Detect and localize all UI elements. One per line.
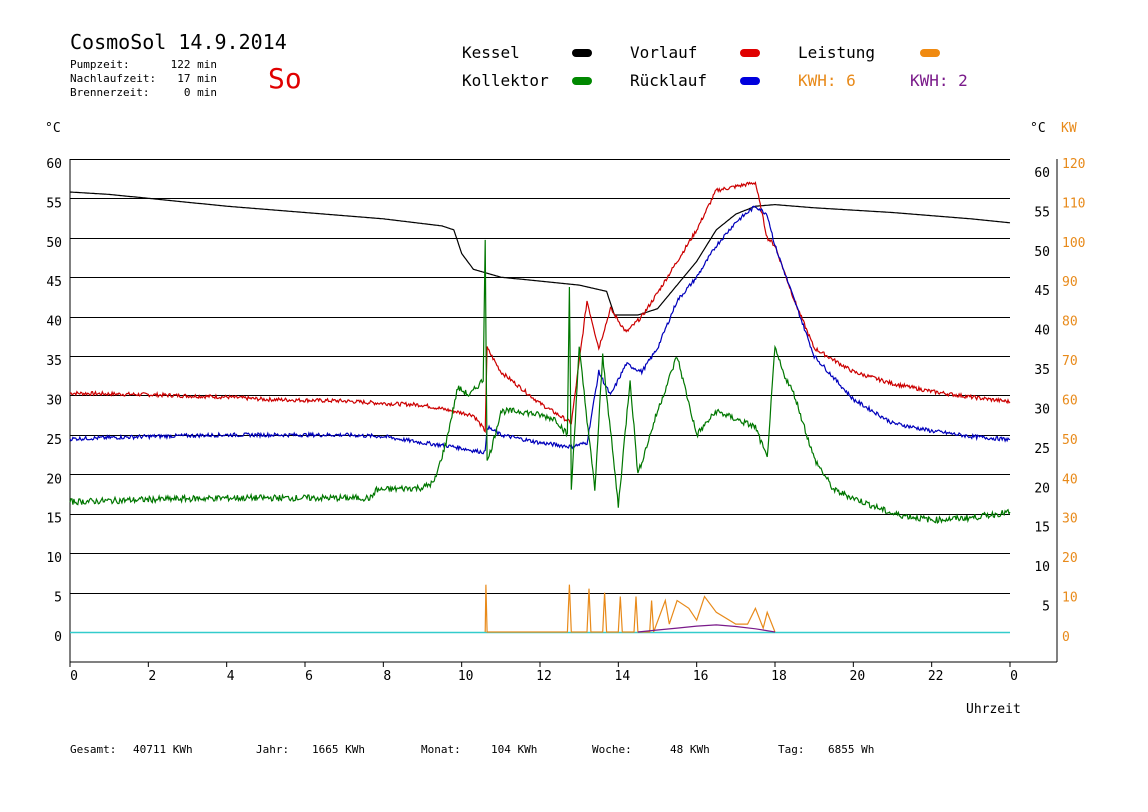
x-tick-label: 10 [458, 669, 474, 684]
y-tick-label-left: 55 [46, 196, 62, 211]
footer-woche-label: Woche: [592, 743, 632, 756]
y-tick-label-right-kw: 100 [1062, 236, 1085, 251]
series-line-ruecklauf [69, 205, 1011, 455]
y-tick-label-right-celsius: 25 [1034, 442, 1050, 457]
legend-kwh1-label: KWH: 6 [798, 71, 856, 90]
y-tick-label-left: 50 [46, 236, 62, 251]
y-tick-label-right-kw: 50 [1062, 433, 1078, 448]
x-tick-label: 20 [850, 669, 866, 684]
y-tick-label-right-kw: 60 [1062, 393, 1078, 408]
stat-nachlaufzeit-value: 17 min [177, 72, 217, 85]
legend-vorlauf-swatch [740, 49, 760, 57]
right-axis-unit-kw: KW [1061, 121, 1077, 136]
y-tick-label-right-kw: 120 [1062, 157, 1085, 172]
x-tick-label: 18 [771, 669, 787, 684]
footer-woche-value: 48 KWh [670, 743, 710, 756]
x-axis-label: Uhrzeit [966, 702, 1021, 717]
y-tick-label-right-kw: 20 [1062, 551, 1078, 566]
y-tick-label-left: 40 [46, 315, 62, 330]
x-tick-label: 12 [536, 669, 552, 684]
footer-monat-value: 104 KWh [491, 743, 538, 756]
x-tick-label: 8 [383, 669, 391, 684]
y-tick-label-left: 15 [46, 512, 62, 527]
x-tick-label: 14 [615, 669, 631, 684]
y-tick-label-left: 5 [54, 591, 62, 606]
x-tick-label: 6 [305, 669, 313, 684]
footer-monat-label: Monat: [421, 743, 461, 756]
footer-gesamt-value: 40711 KWh [133, 743, 193, 756]
y-tick-label-left: 10 [46, 551, 62, 566]
y-tick-label-right-kw: 0 [1062, 630, 1070, 645]
y-tick-label-right-kw: 30 [1062, 512, 1078, 527]
y-tick-label-right-celsius: 55 [1034, 205, 1050, 220]
y-tick-label-right-celsius: 10 [1034, 560, 1050, 575]
y-tick-label-right-kw: 70 [1062, 354, 1078, 369]
x-tick-label: 4 [227, 669, 235, 684]
legend-leistung-swatch [920, 49, 940, 57]
y-tick-label-left: 35 [46, 354, 62, 369]
y-tick-label-right-celsius: 50 [1034, 245, 1050, 260]
y-tick-label-right-kw: 90 [1062, 275, 1078, 290]
footer-tag-value: 6855 Wh [828, 743, 875, 756]
footer-gesamt-label: Gesamt: [70, 743, 117, 756]
legend-ruecklauf-swatch [740, 77, 760, 85]
series-line-leistung [484, 584, 776, 633]
series-line-kessel [69, 191, 1011, 316]
legend-kessel-label: Kessel [462, 43, 520, 62]
x-tick-label: 22 [928, 669, 944, 684]
y-tick-label-left: 25 [46, 433, 62, 448]
legend-kessel-swatch [572, 49, 592, 57]
y-tick-label-right-kw: 80 [1062, 315, 1078, 330]
y-tick-label-right-kw: 40 [1062, 472, 1078, 487]
stat-pumpzeit-label: Pumpzeit: [70, 58, 130, 71]
stat-nachlaufzeit-label: Nachlaufzeit: [70, 72, 157, 85]
y-tick-label-right-kw: 10 [1062, 591, 1078, 606]
y-tick-label-right-celsius: 60 [1034, 166, 1050, 181]
legend-ruecklauf-label: Rücklauf [630, 71, 708, 90]
x-tick-label: 0 [1010, 669, 1018, 684]
y-tick-label-right-celsius: 45 [1034, 284, 1050, 299]
x-tick-label: 16 [693, 669, 709, 684]
y-tick-label-left: 0 [54, 630, 62, 645]
footer-jahr-value: 1665 KWh [312, 743, 365, 756]
footer-jahr-label: Jahr: [256, 743, 290, 756]
stat-brennerzeit-label: Brennerzeit: [70, 86, 150, 99]
chart-title: CosmoSol 14.9.2014 [70, 30, 287, 54]
y-tick-label-left: 20 [46, 472, 62, 487]
right-axis-unit-celsius: °C [1030, 121, 1046, 136]
stat-pumpzeit-value: 122 min [170, 58, 217, 71]
legend-vorlauf-label: Vorlauf [630, 43, 698, 62]
y-tick-label-right-celsius: 40 [1034, 324, 1050, 339]
legend-leistung-label: Leistung [798, 43, 876, 62]
y-tick-label-left: 60 [46, 157, 62, 172]
y-tick-label-right-celsius: 5 [1042, 600, 1050, 615]
y-tick-label-left: 45 [46, 275, 62, 290]
left-axis-unit: °C [45, 121, 61, 136]
legend-kwh2-label: KWH: 2 [910, 71, 968, 90]
series-line-kollektor [69, 239, 1011, 524]
y-tick-label-right-celsius: 30 [1034, 402, 1050, 417]
x-tick-label: 2 [148, 669, 156, 684]
series-line-vorlauf [69, 181, 1011, 434]
y-tick-label-left: 30 [46, 393, 62, 408]
footer-tag-label: Tag: [778, 743, 805, 756]
stat-brennerzeit-value: 0 min [183, 86, 217, 99]
y-tick-label-right-celsius: 15 [1034, 521, 1050, 536]
legend-kollektor-swatch [572, 77, 592, 85]
series-line-kwh2 [637, 624, 776, 633]
y-tick-label-right-celsius: 20 [1034, 481, 1050, 496]
legend-kollektor-label: Kollektor [462, 71, 549, 90]
weekday-label: So [268, 62, 302, 95]
y-tick-label-right-celsius: 35 [1034, 363, 1050, 378]
x-tick-label: 0 [70, 669, 78, 684]
y-tick-label-right-kw: 110 [1062, 196, 1085, 211]
